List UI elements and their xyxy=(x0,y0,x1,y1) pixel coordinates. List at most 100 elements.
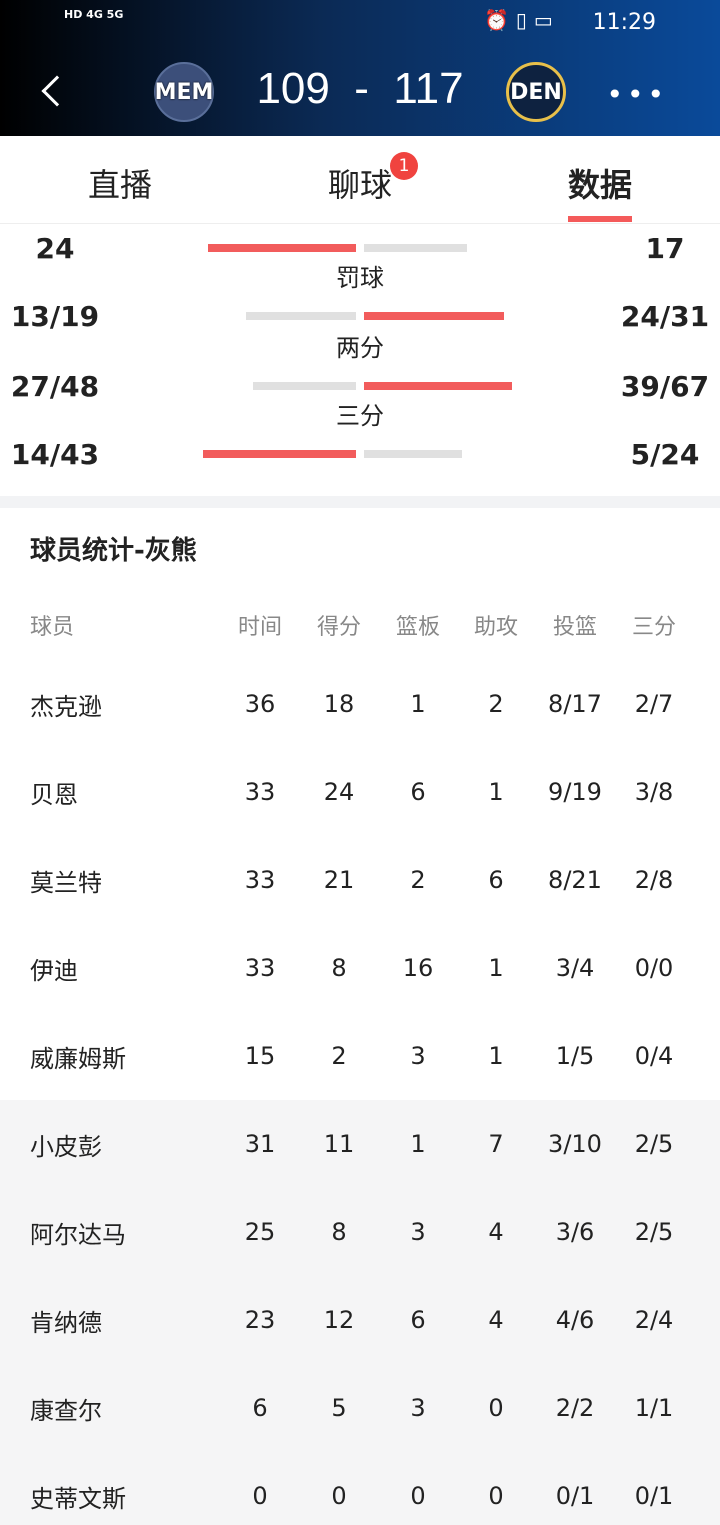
player-stats-table: 球员时间得分篮板助攻投篮三分罚杰克逊3618128/172/70贝恩332461… xyxy=(0,590,720,1525)
stat-cell: 2 xyxy=(692,924,720,1012)
back-icon[interactable] xyxy=(41,75,73,107)
stat-cell: 6 xyxy=(410,1306,426,1334)
stat-cell: 1 xyxy=(488,778,504,806)
stat-cell: 4 xyxy=(488,1306,504,1334)
column-header: 篮板 xyxy=(395,615,440,640)
stat-cell: 4/6 xyxy=(555,1306,595,1334)
table-row[interactable]: 杰克逊 36 18 1 2 8/17 2/7 0 xyxy=(0,660,720,748)
stat-cell: 2 xyxy=(692,1276,720,1364)
stat-cell: 6 xyxy=(488,866,504,894)
stat-label: 罚球 xyxy=(336,264,384,292)
away-stat-value: 17 xyxy=(645,232,685,265)
divider xyxy=(0,496,720,508)
stat-cell: 0 xyxy=(252,1482,268,1510)
stat-cell: 23 xyxy=(244,1306,276,1334)
more-icon[interactable]: ••• xyxy=(606,78,668,111)
away-stat-bar xyxy=(364,450,462,458)
table-row[interactable]: 康查尔 6 5 3 0 2/2 1/1 0 xyxy=(0,1364,720,1452)
stat-cell: 12 xyxy=(323,1306,355,1334)
stat-cell: 0/1 xyxy=(634,1482,674,1510)
player-name: 杰克逊 xyxy=(30,692,102,721)
stat-cell: 0 xyxy=(488,1482,504,1510)
player-name: 康查尔 xyxy=(30,1396,102,1425)
table-row[interactable]: 肯纳德 23 12 6 4 4/6 2/4 2 xyxy=(0,1276,720,1364)
stat-cell: 2/5 xyxy=(634,1218,674,1246)
column-header: 罚 xyxy=(692,590,720,660)
stat-cell: 0 xyxy=(488,1394,504,1422)
stat-cell: 3 xyxy=(410,1042,426,1070)
stat-cell: 33 xyxy=(244,954,276,982)
stat-cell: 15 xyxy=(244,1042,276,1070)
column-header: 助攻 xyxy=(473,615,518,640)
status-bar-signal: HD 4G 5G xyxy=(64,8,124,21)
section-title: 球员统计-灰熊 xyxy=(30,536,197,566)
stat-cell: 2 xyxy=(488,690,504,718)
home-stat-value: 24 xyxy=(35,232,75,265)
stat-cell: 7 xyxy=(488,1130,504,1158)
tab-live[interactable]: 直播 xyxy=(87,166,152,204)
active-tab-indicator xyxy=(568,216,632,222)
game-header: HD 4G 5G ⏰ ▯ ▭ 11:29 MEM 109 - 117 DEN •… xyxy=(0,0,720,136)
column-header: 得分 xyxy=(316,615,361,640)
alarm-icon: ⏰ ▯ ▭ xyxy=(484,8,553,32)
stat-cell: 2/2 xyxy=(555,1394,595,1422)
column-header: 三分 xyxy=(631,615,676,640)
home-stat-value: 13/19 xyxy=(10,300,100,333)
stat-cell: 33 xyxy=(244,866,276,894)
stat-cell: 5 xyxy=(331,1394,347,1422)
away-stat-bar xyxy=(364,312,504,320)
player-name: 莫兰特 xyxy=(30,868,102,897)
away-team-logo[interactable]: DEN xyxy=(506,62,566,122)
stat-cell: 2/8 xyxy=(634,866,674,894)
stat-cell: 8/21 xyxy=(548,866,602,894)
table-row[interactable]: 史蒂文斯 0 0 0 0 0/1 0/1 0 xyxy=(0,1452,720,1525)
stat-cell: 0/1 xyxy=(555,1482,595,1510)
status-time: 11:29 xyxy=(592,10,656,35)
table-row[interactable]: 伊迪 33 8 16 1 3/4 0/0 2 xyxy=(0,924,720,1012)
tab-chat[interactable]: 聊球 xyxy=(327,166,392,204)
stat-cell: 3 xyxy=(410,1394,426,1422)
stat-cell: 3/6 xyxy=(555,1218,595,1246)
stat-cell: 3 xyxy=(410,1218,426,1246)
stat-cell: 3/4 xyxy=(555,954,595,982)
table-row[interactable]: 阿尔达马 25 8 3 4 3/6 2/5 0 xyxy=(0,1188,720,1276)
stat-cell: 2 xyxy=(331,1042,347,1070)
home-stat-value: 27/48 xyxy=(10,370,100,403)
stat-cell: 21 xyxy=(323,866,355,894)
home-stat-bar xyxy=(253,382,356,390)
stat-cell: 8 xyxy=(331,954,347,982)
stat-cell: 0/0 xyxy=(634,954,674,982)
stat-cell: 1 xyxy=(410,1130,426,1158)
home-stat-value: 14/43 xyxy=(10,438,100,471)
table-header: 球员 时间 得分 篮板 助攻 投篮 三分罚 xyxy=(0,590,720,660)
stat-cell: 33 xyxy=(244,778,276,806)
tab-data[interactable]: 数据 xyxy=(567,166,632,204)
stat-cell: 1/1 xyxy=(634,1394,674,1422)
table-row[interactable]: 贝恩 33 24 6 1 9/19 3/8 3 xyxy=(0,748,720,836)
stat-cell: 6 xyxy=(252,1394,268,1422)
stat-cell: 1/5 xyxy=(555,1042,595,1070)
home-stat-bar xyxy=(246,312,356,320)
stat-cell: 0 xyxy=(692,1188,720,1276)
stat-cell: 18 xyxy=(323,690,355,718)
stat-cell: 8/17 xyxy=(548,690,602,718)
score: 109 - 117 xyxy=(256,64,464,113)
stat-cell: 16 xyxy=(402,954,434,982)
stat-cell: 0 xyxy=(692,1452,720,1525)
away-stat-value: 24/31 xyxy=(620,300,710,333)
column-header: 时间 xyxy=(237,615,282,640)
column-header: 投篮 xyxy=(552,615,597,640)
player-name: 威廉姆斯 xyxy=(30,1044,126,1073)
away-stat-bar xyxy=(364,382,512,390)
stat-cell: 3 xyxy=(692,1100,720,1188)
stat-cell: 2/4 xyxy=(634,1306,674,1334)
player-name: 小皮彭 xyxy=(30,1132,102,1161)
player-name: 史蒂文斯 xyxy=(30,1484,126,1513)
home-team-logo[interactable]: MEM xyxy=(154,62,214,122)
table-row[interactable]: 莫兰特 33 21 2 6 8/21 2/8 3 xyxy=(0,836,720,924)
team-stats: 24 17 罚球 13/19 24/31 两分 27/48 39/67 三分 1… xyxy=(0,224,720,496)
table-row[interactable]: 威廉姆斯 15 2 3 1 1/5 0/4 0 xyxy=(0,1012,720,1100)
stat-cell: 2/5 xyxy=(634,1130,674,1158)
stat-cell: 3 xyxy=(692,748,720,836)
